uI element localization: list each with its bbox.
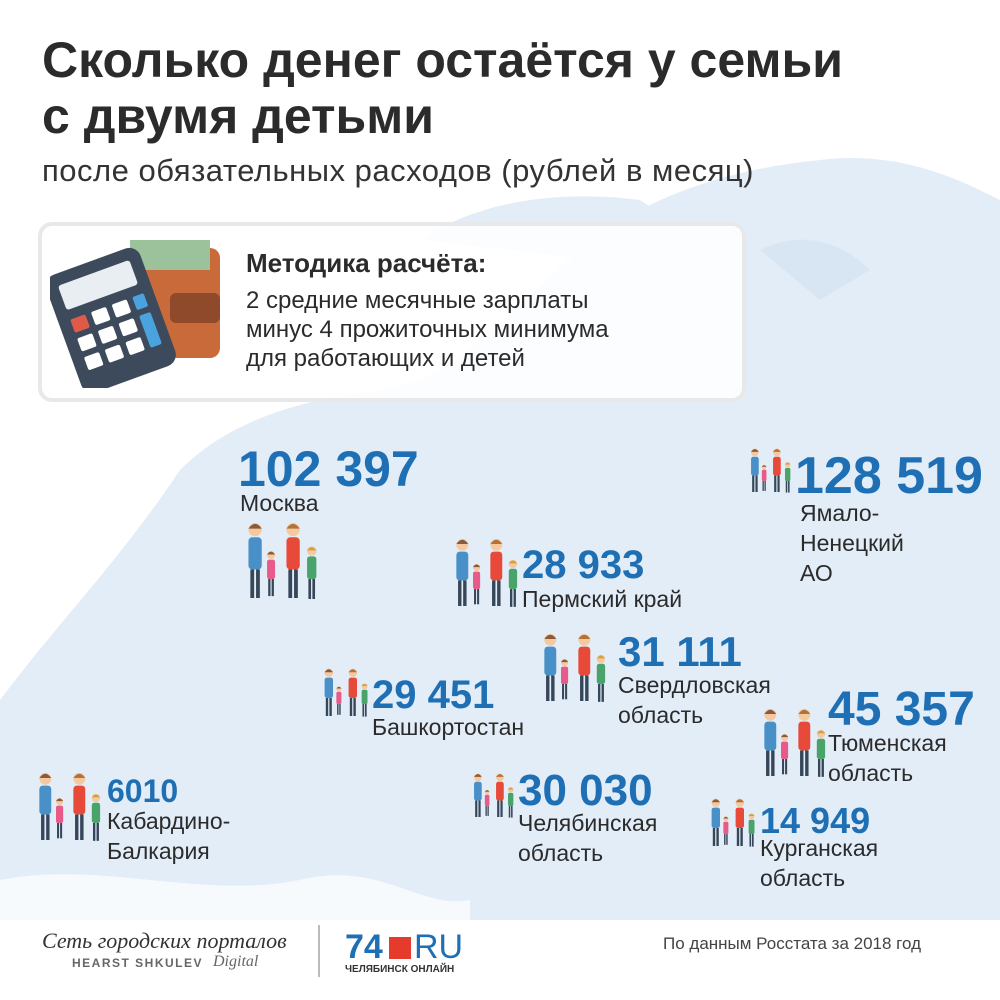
divider <box>318 925 320 977</box>
region-name: АО <box>800 560 833 586</box>
network-name: Сеть городских порталов <box>42 928 287 953</box>
family-icon <box>764 708 826 777</box>
logo-city: ЧЕЛЯБИНСК ОНЛАЙН <box>345 964 455 975</box>
region-name: Тюменская <box>828 730 947 756</box>
title: Сколько денег остаётся у семьи <box>42 32 843 88</box>
family-icon <box>711 798 755 847</box>
method-line: 2 средние месячные зарплаты <box>246 287 589 314</box>
region-value: 30 030 <box>518 766 653 815</box>
region-name: область <box>518 840 604 866</box>
region-value: 45 357 <box>828 683 975 736</box>
calculator-icon <box>50 240 220 388</box>
brand-suffix: Digital <box>213 953 259 970</box>
brand: HEARST SHKULEV <box>72 956 204 970</box>
method-line: минус 4 прожиточных минимума <box>246 316 609 343</box>
logo-square <box>389 937 411 959</box>
region-name: область <box>828 760 914 786</box>
region-name: Ямало- <box>800 500 880 526</box>
region-name: Башкортостан <box>372 714 525 740</box>
region-name: Курганская <box>760 835 879 861</box>
region-name: Балкария <box>107 838 210 864</box>
region-value: 6010 <box>107 773 179 809</box>
region-value: 14 949 <box>760 800 871 841</box>
region-name: Пермский край <box>522 586 683 612</box>
logo-number: 74 <box>345 928 383 966</box>
region-value: 31 111 <box>618 628 742 675</box>
source: По данным Росстата за 2018 год <box>663 934 922 953</box>
title: с двумя детьми <box>42 88 434 144</box>
region-name: Кабардино- <box>107 808 231 834</box>
family-icon <box>544 633 606 702</box>
region-name: область <box>760 865 846 891</box>
region-name: Москва <box>240 490 319 516</box>
region-name: область <box>618 702 704 728</box>
region-value: 29 451 <box>372 673 495 717</box>
region-name: Ненецкий <box>800 530 904 556</box>
region-name: Свердловская <box>618 672 771 698</box>
method-heading: Методика расчёта: <box>246 248 487 278</box>
family-icon <box>474 773 514 818</box>
family-icon <box>324 668 368 717</box>
region-value: 28 933 <box>522 543 645 587</box>
family-icon <box>39 772 101 841</box>
region-value: 102 397 <box>238 441 419 497</box>
family-icon <box>751 448 791 493</box>
region-name: Челябинская <box>518 810 658 836</box>
region-value: 128 519 <box>795 447 983 505</box>
family-icon <box>456 538 518 607</box>
logo-domain: RU <box>414 928 464 966</box>
subtitle: после обязательных расходов (рублей в ме… <box>42 153 754 188</box>
method-line: для работающих и детей <box>246 345 525 372</box>
family-icon <box>248 522 317 599</box>
